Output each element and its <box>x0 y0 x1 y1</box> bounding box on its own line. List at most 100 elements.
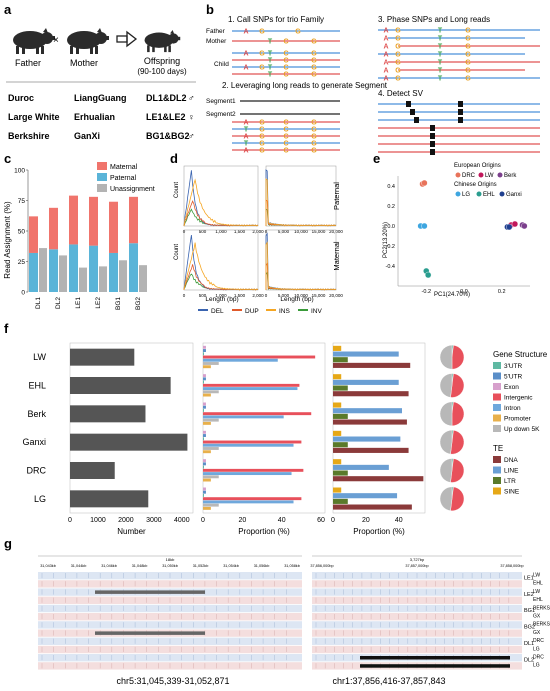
right-tick-label: 37,856,000bp <box>310 564 333 568</box>
gene-bar <box>203 355 316 359</box>
c-xtick-label: DL1 <box>35 297 42 309</box>
right-scale-label: 3,727bp <box>410 557 425 562</box>
te-bar <box>333 362 411 368</box>
d-subplot-frame <box>183 229 259 291</box>
inv-histogram <box>265 271 337 291</box>
left-deletion-block <box>95 590 205 594</box>
base-label: G <box>395 28 401 35</box>
e-ytick-label: -0.2 <box>386 244 395 250</box>
row3-father: Berkshire <box>8 131 50 141</box>
base-label: G <box>465 36 471 43</box>
panel-e-letter: e <box>373 151 380 166</box>
pie-slice <box>439 429 453 455</box>
ins-histogram <box>183 242 259 291</box>
right-deletion-block <box>360 664 510 668</box>
sv-length-histograms: 0 500 1,000 1,500 2,000 0 5,000 10,000 15,000 20,… <box>183 165 343 298</box>
te-xtick-label: 0 <box>331 517 335 524</box>
pca-point <box>511 220 519 228</box>
gene-bar <box>203 493 204 497</box>
base-label: G <box>259 120 265 127</box>
base-label: T <box>268 72 273 79</box>
sv-marker <box>430 133 435 139</box>
base-label: G <box>311 39 317 46</box>
f1-xtick-label: 2000 <box>118 517 134 524</box>
panel-d: d 0 500 1,000 1,500 2,000 0 5,000 10,000 15,000 2… <box>170 151 343 315</box>
te-bar <box>333 493 398 499</box>
unassigned-bar <box>99 266 107 292</box>
legend-gene-title: Gene Structure <box>493 350 548 359</box>
base-label: T <box>268 39 273 46</box>
f1-xtick-label: 0 <box>68 517 72 524</box>
gene-bar <box>203 437 204 441</box>
d-xtick-label: 500 <box>199 293 207 298</box>
base-label: G <box>395 36 401 43</box>
gene-bar <box>203 418 219 422</box>
father-pig-icon <box>13 28 55 54</box>
pie-slice <box>450 458 465 483</box>
d-xtick-label: 10,000 <box>294 229 308 234</box>
group-id-label: BG2 <box>524 625 535 631</box>
breed-label: Ganxi <box>22 437 46 447</box>
phasing-tracks: A G GT C GA G T C GT C GA G T C GT C GA G C GT G C GA G C GT G C GA G… <box>232 28 540 155</box>
panel-e: e -0.2 0.0 0.2 0.4 0.2 0.0 -0.2 -0.4 European O… <box>373 151 530 298</box>
breed-label: Berk <box>27 409 46 419</box>
gene-bar <box>203 506 211 510</box>
f1-frame <box>69 342 194 514</box>
group-id-label: LE1 <box>524 575 534 581</box>
base-label: G <box>395 60 401 67</box>
d-ylabel-top: Count <box>174 182 180 198</box>
base-label: G <box>311 134 317 141</box>
legend-lg-swatch <box>455 191 461 197</box>
d-row-label-paternal: Paternal <box>332 182 341 210</box>
gene-frame <box>202 342 326 514</box>
pie-slice <box>439 373 453 398</box>
gene-bar <box>203 503 219 507</box>
te-legend-swatch <box>493 456 501 463</box>
legend-ehl-swatch <box>476 191 482 197</box>
base-label: G <box>311 58 317 65</box>
legend-ehl-text: EHL <box>483 192 495 198</box>
gene-bar <box>203 421 211 425</box>
te-bar <box>333 351 399 357</box>
gene-bar <box>203 478 211 482</box>
gene-xtick-label: 40 <box>278 517 286 524</box>
legend-lg-text: LG <box>462 192 470 198</box>
d-xtick-label: 1,500 <box>234 229 246 234</box>
step2-label: 2. Leveraging long reads to generate Seg… <box>222 81 388 90</box>
base-label: T <box>438 36 443 43</box>
d-xtick-label: 20,000 <box>329 293 343 298</box>
dup-histogram <box>265 199 337 227</box>
left-tick-label: 31,058kb <box>284 564 300 568</box>
legend-lw-text: LW <box>485 173 494 179</box>
right-tick-label: 37,858,000bp <box>500 564 523 568</box>
inv-histogram <box>265 208 337 227</box>
sv-marker <box>430 141 435 147</box>
legend-maternal-swatch <box>97 162 107 170</box>
base-label: A <box>383 68 388 75</box>
legend-ganxi-swatch <box>499 191 505 197</box>
mother-track-label: Mother <box>206 38 227 45</box>
gene-bar <box>203 362 219 365</box>
row1-mother: LiangGuang <box>74 93 127 103</box>
base-label: G <box>465 28 471 35</box>
breed-label: LW <box>33 352 46 362</box>
pie-slice <box>439 486 453 511</box>
legend-unassigned-swatch <box>97 184 107 192</box>
d-xtick-label: 1,000 <box>215 293 227 298</box>
gene-legend-swatch <box>493 362 501 369</box>
number-bar <box>70 405 146 423</box>
pca-point <box>521 222 528 230</box>
f1-xtick-label: 4000 <box>174 517 190 524</box>
gene-bar <box>203 430 206 434</box>
paternal-bar <box>49 249 58 292</box>
legend-inv-text: INV <box>311 308 323 315</box>
group-sub-label: BERKS <box>533 605 550 611</box>
base-label: T <box>438 60 443 67</box>
row2-sex: ♀ <box>188 112 195 122</box>
f-legend: Gene Structure 3'UTR 5'UTR Exon Intergenic I… <box>493 350 548 496</box>
d-xtick-label: 0 <box>183 293 186 298</box>
c-ytick-label: 75 <box>18 198 26 205</box>
del-histogram <box>265 169 337 227</box>
gene-legend-text: Intergenic <box>504 395 533 402</box>
d-xtick-label: 0 <box>265 293 268 298</box>
